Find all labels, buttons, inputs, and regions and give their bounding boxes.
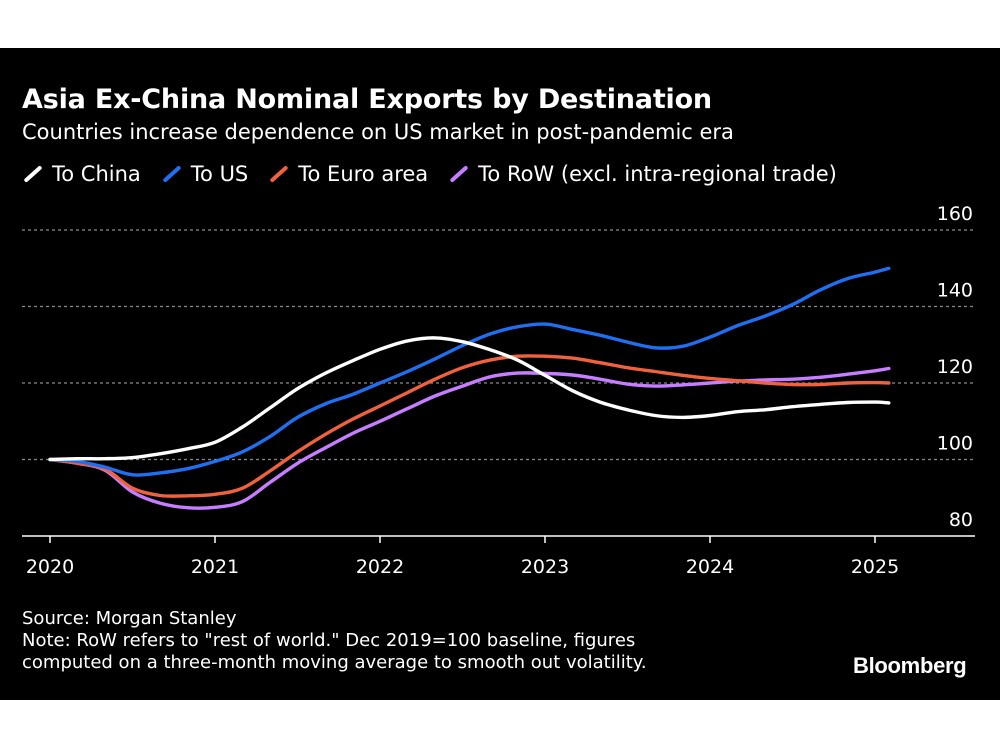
chart-panel: Asia Ex-China Nominal Exports by Destina… bbox=[0, 48, 1000, 700]
y-tick-label-140: 140 bbox=[937, 280, 973, 302]
y-tick-label-160: 160 bbox=[937, 203, 973, 225]
series-line-china bbox=[48, 336, 891, 462]
legend-swatch-euro bbox=[269, 165, 289, 183]
chart-title: Asia Ex-China Nominal Exports by Destina… bbox=[22, 84, 712, 115]
legend-swatch-row bbox=[449, 165, 469, 183]
legend-label-china: To China bbox=[52, 162, 141, 186]
legend: To China To US To Euro area To RoW (excl… bbox=[22, 162, 857, 186]
y-tick-label-100: 100 bbox=[937, 433, 973, 455]
x-tick-label-2025: 2025 bbox=[851, 556, 899, 578]
x-tick-label-2024: 2024 bbox=[686, 556, 734, 578]
footer: Source: Morgan Stanley Note: RoW refers … bbox=[22, 608, 647, 674]
note-line-2: computed on a three-month moving average… bbox=[22, 652, 647, 673]
chart-subtitle: Countries increase dependence on US mark… bbox=[22, 120, 734, 144]
source-note: Source: Morgan Stanley bbox=[22, 608, 237, 629]
series-line-euro bbox=[48, 354, 891, 498]
axis-ticks: 80 100 120 140 160 2020 2021 2022 2023 2024 2025 bbox=[26, 203, 973, 578]
series-lines bbox=[48, 266, 891, 510]
note-line-1: Note: RoW refers to "rest of world." Dec… bbox=[22, 630, 636, 651]
legend-label-row: To RoW (excl. intra-regional trade) bbox=[478, 162, 837, 186]
line-chart: 80 100 120 140 160 2020 2021 2022 2023 2024 2025 bbox=[22, 203, 975, 578]
y-tick-label-80: 80 bbox=[949, 509, 973, 531]
series-line-row bbox=[48, 366, 891, 510]
x-tick-label-2020: 2020 bbox=[26, 556, 74, 578]
bloomberg-logo: Bloomberg bbox=[853, 653, 967, 678]
series-line-us bbox=[48, 266, 891, 477]
legend-item-china: To China bbox=[22, 162, 141, 186]
legend-label-euro: To Euro area bbox=[298, 162, 429, 186]
y-tick-label-120: 120 bbox=[937, 356, 973, 378]
legend-label-us: To US bbox=[190, 162, 249, 186]
legend-item-row: To RoW (excl. intra-regional trade) bbox=[448, 162, 837, 186]
legend-item-us: To US bbox=[161, 162, 248, 186]
legend-swatch-china bbox=[23, 165, 43, 183]
x-tick-label-2022: 2022 bbox=[356, 556, 404, 578]
legend-swatch-us bbox=[162, 165, 182, 183]
legend-item-euro: To Euro area bbox=[268, 162, 428, 186]
x-tick-label-2021: 2021 bbox=[191, 556, 239, 578]
x-tick-label-2023: 2023 bbox=[521, 556, 569, 578]
